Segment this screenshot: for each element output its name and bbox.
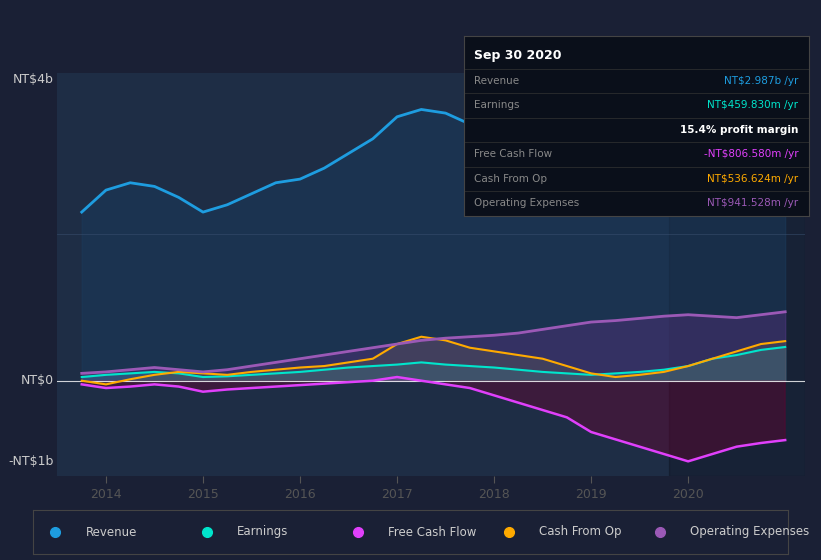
Text: NT$536.624m /yr: NT$536.624m /yr <box>707 174 798 184</box>
Text: Free Cash Flow: Free Cash Flow <box>475 150 553 160</box>
Text: -NT$806.580m /yr: -NT$806.580m /yr <box>704 150 798 160</box>
Text: -NT$1b: -NT$1b <box>8 455 53 468</box>
Text: Operating Expenses: Operating Expenses <box>690 525 810 539</box>
Text: NT$4b: NT$4b <box>13 73 53 86</box>
Text: Earnings: Earnings <box>475 100 520 110</box>
Text: Revenue: Revenue <box>85 525 137 539</box>
Text: 15.4% profit margin: 15.4% profit margin <box>680 125 798 135</box>
Text: NT$459.830m /yr: NT$459.830m /yr <box>708 100 798 110</box>
Bar <box>669 73 805 476</box>
Text: Operating Expenses: Operating Expenses <box>475 198 580 208</box>
Text: Cash From Op: Cash From Op <box>539 525 621 539</box>
Text: Free Cash Flow: Free Cash Flow <box>388 525 476 539</box>
Text: Revenue: Revenue <box>475 76 520 86</box>
Text: Cash From Op: Cash From Op <box>475 174 548 184</box>
Text: Earnings: Earnings <box>236 525 288 539</box>
Text: NT$0: NT$0 <box>21 374 53 387</box>
Text: NT$941.528m /yr: NT$941.528m /yr <box>707 198 798 208</box>
Text: NT$2.987b /yr: NT$2.987b /yr <box>724 76 798 86</box>
Text: Sep 30 2020: Sep 30 2020 <box>475 49 562 62</box>
